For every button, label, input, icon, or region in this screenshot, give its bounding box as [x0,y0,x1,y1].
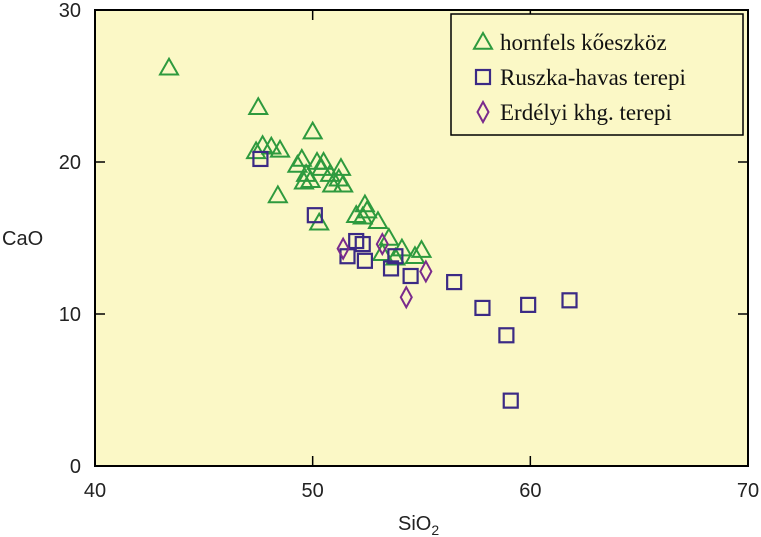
triangle-point [267,184,289,204]
square-point [306,207,323,224]
triangle-point [410,239,433,258]
x-axis-label-subscript: 2 [431,522,439,537]
series-square [252,150,578,409]
x-axis-label: SiO2 [398,513,439,537]
square-point [446,273,463,291]
triangle-point [310,157,333,176]
diamond-point [419,259,433,284]
square-point [402,267,419,285]
square-point [561,292,578,309]
x-tick-label: 40 [84,480,106,502]
triangle-point [291,147,313,167]
x-tick-label: 60 [519,480,541,502]
triangle-point [299,169,322,188]
triangle-point [352,205,374,225]
triangle-point [260,135,283,155]
diamond-point [375,232,389,257]
triangle-point [404,245,426,264]
square-point [354,235,371,253]
x-axis-label-main: SiO [398,513,431,535]
square-point [474,299,491,317]
diamond-point [399,285,413,310]
legend-label-square: Ruszka-havas terepi [500,65,686,90]
square-point [520,296,537,313]
data-points [158,56,578,409]
triangle-point [332,173,354,193]
triangle-point [330,157,352,176]
y-tick-label: 30 [59,0,81,22]
series-diamond [336,232,433,310]
y-tick-label: 20 [59,152,81,174]
legend-label-diamond: Erdélyi khg. terepi [500,100,672,125]
y-tick-label: 10 [59,304,81,326]
triangle-point [158,56,180,76]
legend-label-triangle: hornfels kőeszköz [500,30,667,55]
x-tick-label: 70 [737,480,759,502]
square-point [382,260,400,277]
square-point [498,327,515,344]
y-tick-label: 0 [70,456,81,478]
square-point [356,252,374,269]
triangle-point [371,242,394,261]
triangle-point [301,120,324,140]
triangle-point [384,246,407,266]
series-triangle [158,56,433,266]
triangle-point [321,173,343,193]
legend-marker-diamond [476,99,490,125]
axis-tick-labels: 40 50 60 70 0 10 20 30 [59,0,759,502]
legend-box [450,13,744,136]
square-point [502,392,519,409]
y-axis-label: CaO [2,228,43,250]
triangle-point [312,150,335,170]
square-point [252,150,269,168]
diamond-point [336,236,350,261]
x-tick-label: 50 [302,480,324,502]
square-point [387,248,404,265]
triangle-point [247,96,269,116]
triangle-point [245,140,267,160]
triangle-point [367,210,389,230]
legend: hornfels kőeszköz Ruszka-havas terepi Erdé… [450,13,744,136]
legend-marker-square [474,68,492,86]
legend-marker-triangle [472,30,494,50]
triangle-point [269,138,291,158]
